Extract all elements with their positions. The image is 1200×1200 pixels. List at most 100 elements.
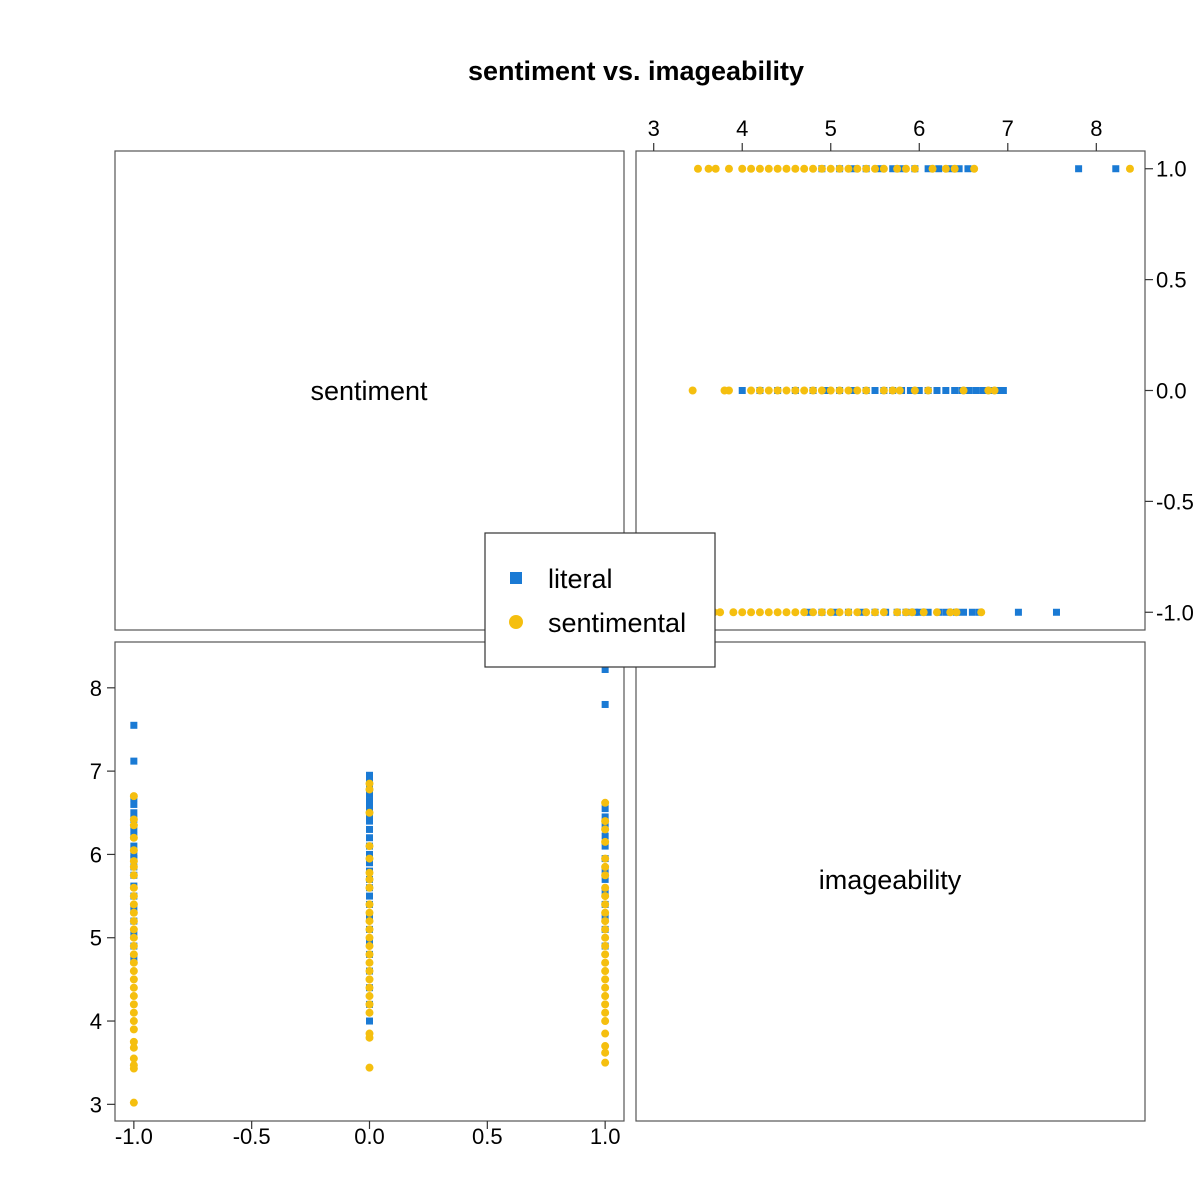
point-literal-bottom-left [601, 913, 609, 921]
point-sentimental-top-right [959, 386, 968, 395]
point-sentimental-bottom-left [601, 900, 610, 909]
point-literal-top-right [1075, 165, 1083, 173]
top-axis-tick-label: 7 [1002, 116, 1014, 141]
point-literal-top-right [889, 165, 897, 173]
point-sentimental-bottom-left [601, 825, 610, 834]
point-literal-bottom-left [601, 832, 609, 840]
point-literal-top-right [849, 387, 857, 394]
point-sentimental-top-right [720, 386, 729, 395]
legend-marker-sentimental [509, 615, 523, 629]
point-literal-top-right [831, 608, 839, 616]
right-axis-tick-label: 0.5 [1156, 268, 1187, 293]
point-sentimental-top-right [782, 164, 791, 173]
point-sentimental-bottom-left [129, 833, 138, 842]
point-sentimental-bottom-left [129, 1098, 138, 1107]
point-sentimental-top-right [879, 608, 888, 617]
point-sentimental-top-right [809, 386, 818, 395]
point-literal-bottom-left [601, 700, 609, 708]
point-sentimental-top-right [853, 164, 862, 173]
point-sentimental-bottom-left [129, 925, 138, 934]
point-sentimental-top-right [791, 608, 800, 617]
point-sentimental-top-right [755, 164, 764, 173]
point-sentimental-bottom-left [601, 983, 610, 992]
point-sentimental-bottom-left [129, 857, 138, 866]
point-sentimental-top-right [716, 608, 725, 617]
point-sentimental-top-right [871, 164, 880, 173]
point-sentimental-bottom-left [365, 779, 374, 788]
legend: literal sentimental [484, 532, 716, 668]
point-sentimental-bottom-left [601, 862, 610, 871]
point-sentimental-bottom-left [365, 975, 374, 984]
point-literal-top-right [946, 165, 954, 173]
point-literal-top-right [979, 387, 987, 394]
point-sentimental-bottom-left [365, 908, 374, 917]
point-literal-bottom-left [130, 955, 138, 963]
point-sentimental-bottom-left [129, 1043, 138, 1052]
point-literal-top-right [965, 387, 973, 394]
point-sentimental-top-right [704, 164, 713, 173]
left-axis-tick-label: 3 [90, 1092, 102, 1117]
point-sentimental-bottom-left [365, 875, 374, 884]
point-literal-bottom-left [130, 850, 138, 858]
top-axis-tick-label: 3 [648, 116, 660, 141]
point-sentimental-top-right [800, 386, 809, 395]
point-sentimental-bottom-left [129, 1064, 138, 1073]
diagonal-label-imageability: imageability [819, 865, 962, 895]
point-sentimental-bottom-left [601, 854, 610, 863]
point-literal-top-right [822, 387, 830, 394]
point-sentimental-top-right [800, 608, 809, 617]
point-sentimental-top-right [764, 386, 773, 395]
point-sentimental-bottom-left [365, 983, 374, 992]
point-literal-top-right [875, 165, 883, 173]
point-literal-bottom-left [366, 817, 373, 825]
point-sentimental-bottom-left [601, 1000, 610, 1009]
point-sentimental-bottom-left [601, 967, 610, 976]
point-literal-top-right [915, 608, 923, 616]
legend-label-sentimental: sentimental [548, 608, 686, 638]
point-sentimental-bottom-left [365, 785, 374, 794]
point-sentimental-top-right [946, 608, 955, 617]
points-top-right [651, 164, 1134, 617]
point-literal-top-right [915, 387, 923, 394]
point-literal-top-right [942, 608, 950, 616]
point-literal-top-right [898, 165, 906, 173]
point-sentimental-top-right [835, 164, 844, 173]
top-axis-tick-label: 6 [913, 116, 925, 141]
point-sentimental-bottom-left [601, 837, 610, 846]
point-sentimental-top-right [817, 386, 826, 395]
point-sentimental-bottom-left [129, 950, 138, 959]
points-bottom-left [129, 652, 610, 1107]
point-sentimental-top-right [826, 608, 835, 617]
left-y-axis-imageability: 3 4 5 6 7 8 [90, 676, 115, 1117]
right-axis-tick-label: -1.0 [1156, 600, 1194, 625]
point-sentimental-bottom-left [601, 1042, 610, 1051]
point-literal-top-right [942, 387, 950, 394]
point-sentimental-top-right [977, 608, 986, 617]
point-sentimental-bottom-left [365, 942, 374, 951]
point-literal-bottom-left [130, 809, 138, 817]
point-sentimental-top-right [932, 608, 941, 617]
point-sentimental-top-right [853, 386, 862, 395]
bottom-axis-tick-label: 0.0 [354, 1124, 385, 1149]
point-literal-top-right [924, 165, 932, 173]
point-sentimental-bottom-left [365, 933, 374, 942]
point-sentimental-bottom-left [129, 846, 138, 855]
point-sentimental-bottom-left [365, 917, 374, 926]
right-y-axis-sentiment: -1.0 -0.5 0.0 0.5 1.0 [1145, 157, 1194, 625]
chart-title: sentiment vs. imageability [468, 56, 804, 86]
point-literal-bottom-left [130, 930, 138, 938]
point-sentimental-top-right [764, 164, 773, 173]
point-literal-top-right [805, 608, 813, 616]
point-sentimental-top-right [844, 386, 853, 395]
point-sentimental-top-right [950, 164, 959, 173]
left-axis-tick-label: 5 [90, 926, 102, 951]
point-literal-bottom-left [366, 938, 373, 946]
point-literal-top-right [933, 387, 941, 394]
point-sentimental-top-right [724, 164, 733, 173]
point-sentimental-top-right [893, 164, 902, 173]
point-literal-bottom-left [601, 665, 609, 673]
diagonal-panel-sentiment [114, 150, 625, 631]
point-sentimental-top-right [773, 386, 782, 395]
point-literal-bottom-left [601, 867, 609, 875]
point-sentimental-bottom-left [129, 967, 138, 976]
